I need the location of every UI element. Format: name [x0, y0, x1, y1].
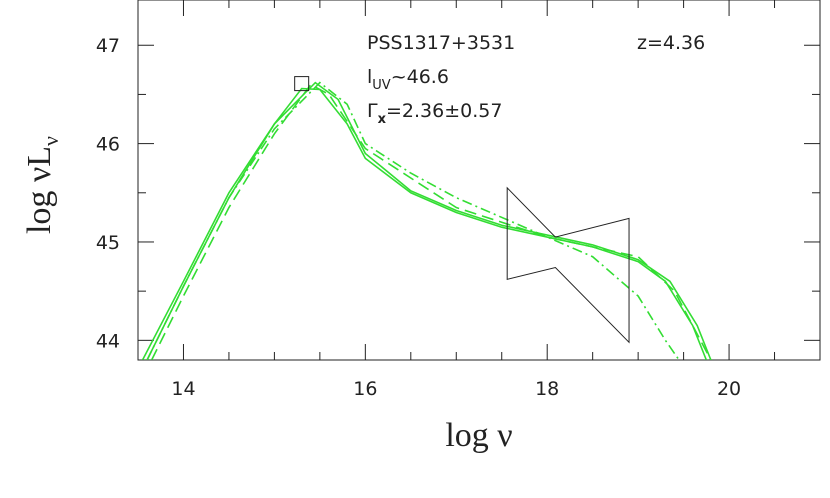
luv-rest: ~46.6: [391, 66, 449, 88]
sed-curve: [146, 81, 680, 360]
x-tick-label: 16: [353, 378, 377, 400]
plot-frame: [137, 0, 821, 361]
plot-area: [141, 76, 712, 360]
y-axis-label: log νLν: [21, 136, 63, 234]
sed-curve: [150, 83, 712, 360]
gamma-main: Γ: [367, 100, 378, 122]
sed-curve: [141, 87, 708, 360]
gamma-rest: =2.36±0.57: [386, 100, 502, 122]
y-tick-label: 45: [96, 232, 120, 254]
gamma-label: Γx=2.36±0.57: [367, 100, 502, 127]
luv-sub: UV: [372, 78, 391, 93]
y-tick-label: 47: [96, 35, 120, 57]
redshift-label: z=4.36: [637, 32, 705, 54]
x-tick-label: 18: [535, 378, 559, 400]
y-label-main: log νL: [21, 146, 58, 234]
x-tick-label: 20: [717, 378, 741, 400]
x-axis-label: log ν: [445, 417, 512, 454]
y-tick-label: 46: [96, 134, 120, 156]
object-label: PSS1317+3531: [367, 32, 515, 54]
x-tick-label: 14: [171, 378, 195, 400]
sed-curve: [146, 81, 712, 360]
y-label-sub: ν: [38, 136, 63, 146]
luv-main: l: [367, 66, 372, 88]
luv-label: lUV~46.6: [367, 66, 449, 93]
uv-point: [294, 76, 310, 92]
y-tick-label: 44: [96, 330, 120, 352]
xray-bowtie: [506, 186, 630, 344]
gamma-sub: x: [378, 112, 387, 127]
